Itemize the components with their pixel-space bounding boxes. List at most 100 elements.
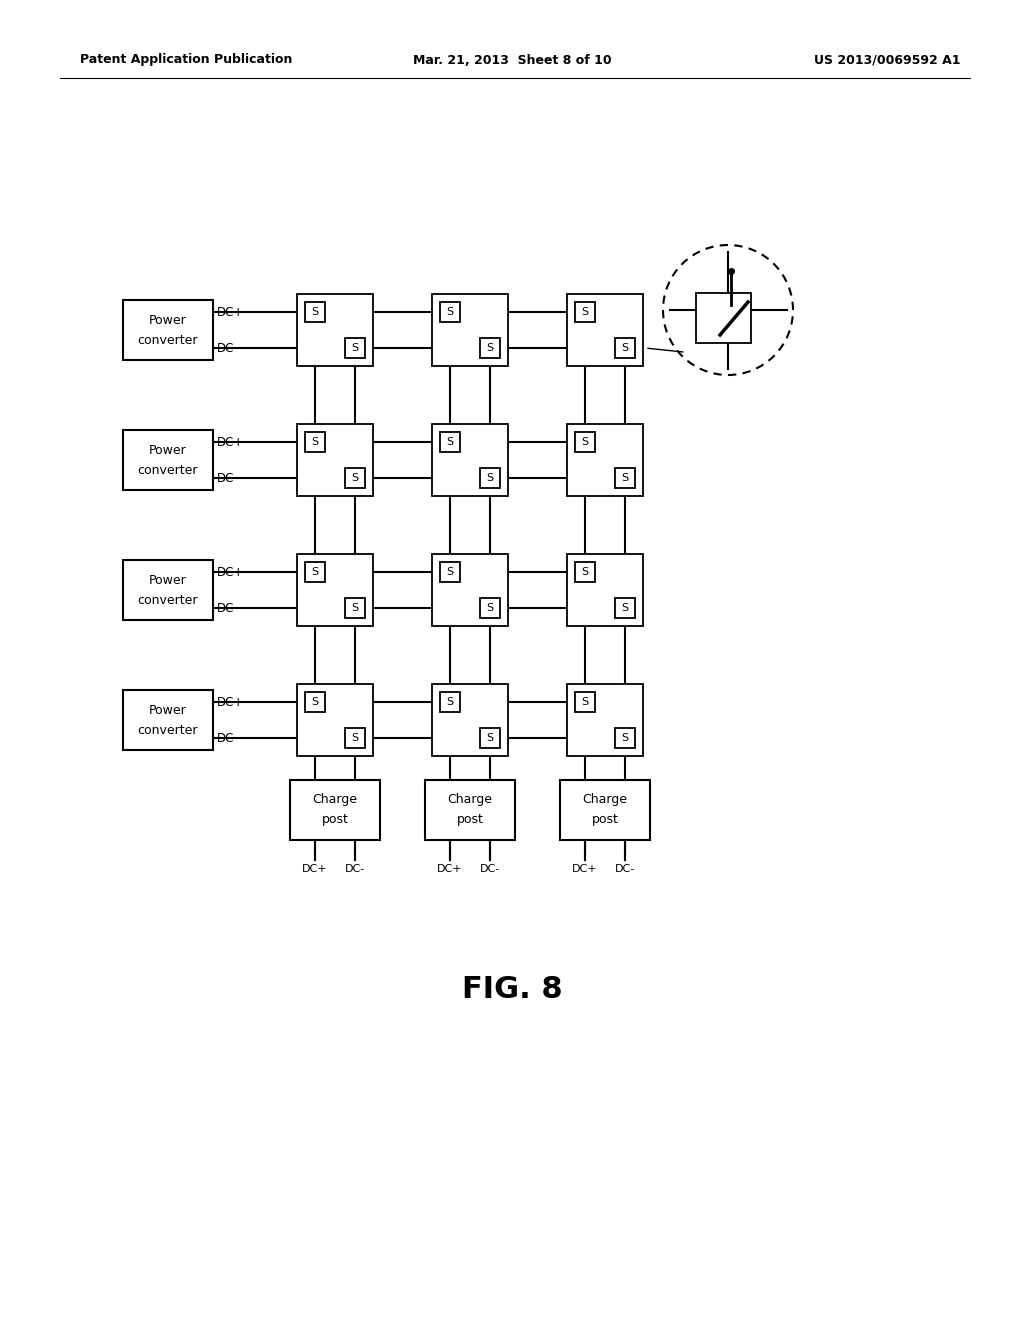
- Text: DC+: DC+: [572, 865, 598, 874]
- Bar: [345, 469, 365, 488]
- Text: S: S: [582, 437, 589, 447]
- Text: S: S: [446, 697, 454, 708]
- Text: Power: Power: [150, 444, 186, 457]
- Text: DC-: DC-: [217, 471, 239, 484]
- Bar: [696, 293, 751, 343]
- Text: S: S: [622, 473, 629, 483]
- Text: post: post: [592, 813, 618, 826]
- Bar: [432, 424, 508, 496]
- Text: US 2013/0069592 A1: US 2013/0069592 A1: [813, 54, 961, 66]
- Bar: [615, 598, 635, 618]
- Bar: [345, 729, 365, 748]
- Bar: [567, 294, 643, 366]
- Bar: [305, 562, 325, 582]
- Text: converter: converter: [138, 334, 199, 346]
- Text: S: S: [311, 308, 318, 317]
- Bar: [123, 690, 213, 750]
- Bar: [305, 692, 325, 711]
- Bar: [480, 598, 500, 618]
- Text: S: S: [351, 733, 358, 743]
- Bar: [297, 554, 373, 626]
- Text: DC+: DC+: [217, 565, 245, 578]
- Text: DC-: DC-: [614, 865, 635, 874]
- Text: S: S: [622, 733, 629, 743]
- Bar: [575, 302, 595, 322]
- Text: Power: Power: [150, 314, 186, 326]
- Bar: [615, 338, 635, 358]
- Text: Mar. 21, 2013  Sheet 8 of 10: Mar. 21, 2013 Sheet 8 of 10: [413, 54, 611, 66]
- Text: converter: converter: [138, 463, 199, 477]
- Bar: [297, 684, 373, 756]
- Bar: [290, 780, 380, 840]
- Bar: [480, 729, 500, 748]
- Text: Power: Power: [150, 704, 186, 717]
- Bar: [297, 294, 373, 366]
- Bar: [305, 432, 325, 451]
- Text: Charge: Charge: [447, 793, 493, 807]
- Text: S: S: [622, 603, 629, 612]
- Text: DC+: DC+: [437, 865, 463, 874]
- Bar: [615, 469, 635, 488]
- Bar: [567, 424, 643, 496]
- Text: S: S: [486, 473, 494, 483]
- Text: S: S: [311, 568, 318, 577]
- Text: DC-: DC-: [345, 865, 366, 874]
- Text: DC+: DC+: [217, 696, 245, 709]
- Text: S: S: [486, 733, 494, 743]
- Bar: [123, 300, 213, 360]
- Bar: [425, 780, 515, 840]
- Bar: [432, 684, 508, 756]
- Text: S: S: [582, 308, 589, 317]
- Bar: [567, 554, 643, 626]
- Text: S: S: [351, 473, 358, 483]
- Text: converter: converter: [138, 594, 199, 606]
- Text: S: S: [446, 568, 454, 577]
- Bar: [575, 692, 595, 711]
- Bar: [440, 692, 460, 711]
- Bar: [123, 560, 213, 620]
- Text: DC-: DC-: [217, 602, 239, 615]
- Text: post: post: [457, 813, 483, 826]
- Text: converter: converter: [138, 723, 199, 737]
- Text: DC+: DC+: [302, 865, 328, 874]
- Bar: [575, 562, 595, 582]
- Text: DC+: DC+: [217, 436, 245, 449]
- Text: S: S: [351, 343, 358, 352]
- Bar: [575, 432, 595, 451]
- Bar: [432, 554, 508, 626]
- Text: S: S: [486, 603, 494, 612]
- Text: S: S: [582, 697, 589, 708]
- Text: FIG. 8: FIG. 8: [462, 975, 562, 1005]
- Text: Patent Application Publication: Patent Application Publication: [80, 54, 293, 66]
- Text: Charge: Charge: [312, 793, 357, 807]
- Text: DC+: DC+: [217, 305, 245, 318]
- Text: S: S: [582, 568, 589, 577]
- Bar: [480, 469, 500, 488]
- Text: DC-: DC-: [480, 865, 500, 874]
- Bar: [480, 338, 500, 358]
- Text: Power: Power: [150, 573, 186, 586]
- Bar: [440, 302, 460, 322]
- Text: S: S: [311, 697, 318, 708]
- Bar: [345, 338, 365, 358]
- Bar: [440, 562, 460, 582]
- Text: S: S: [311, 437, 318, 447]
- Bar: [123, 430, 213, 490]
- Text: post: post: [322, 813, 348, 826]
- Text: S: S: [351, 603, 358, 612]
- Text: S: S: [446, 437, 454, 447]
- Bar: [345, 598, 365, 618]
- Bar: [305, 302, 325, 322]
- Text: S: S: [446, 308, 454, 317]
- Text: Charge: Charge: [583, 793, 628, 807]
- Text: S: S: [486, 343, 494, 352]
- Text: S: S: [622, 343, 629, 352]
- Bar: [560, 780, 650, 840]
- Text: DC-: DC-: [217, 342, 239, 355]
- Bar: [297, 424, 373, 496]
- Bar: [440, 432, 460, 451]
- Text: DC-: DC-: [217, 731, 239, 744]
- Bar: [615, 729, 635, 748]
- Bar: [567, 684, 643, 756]
- Bar: [432, 294, 508, 366]
